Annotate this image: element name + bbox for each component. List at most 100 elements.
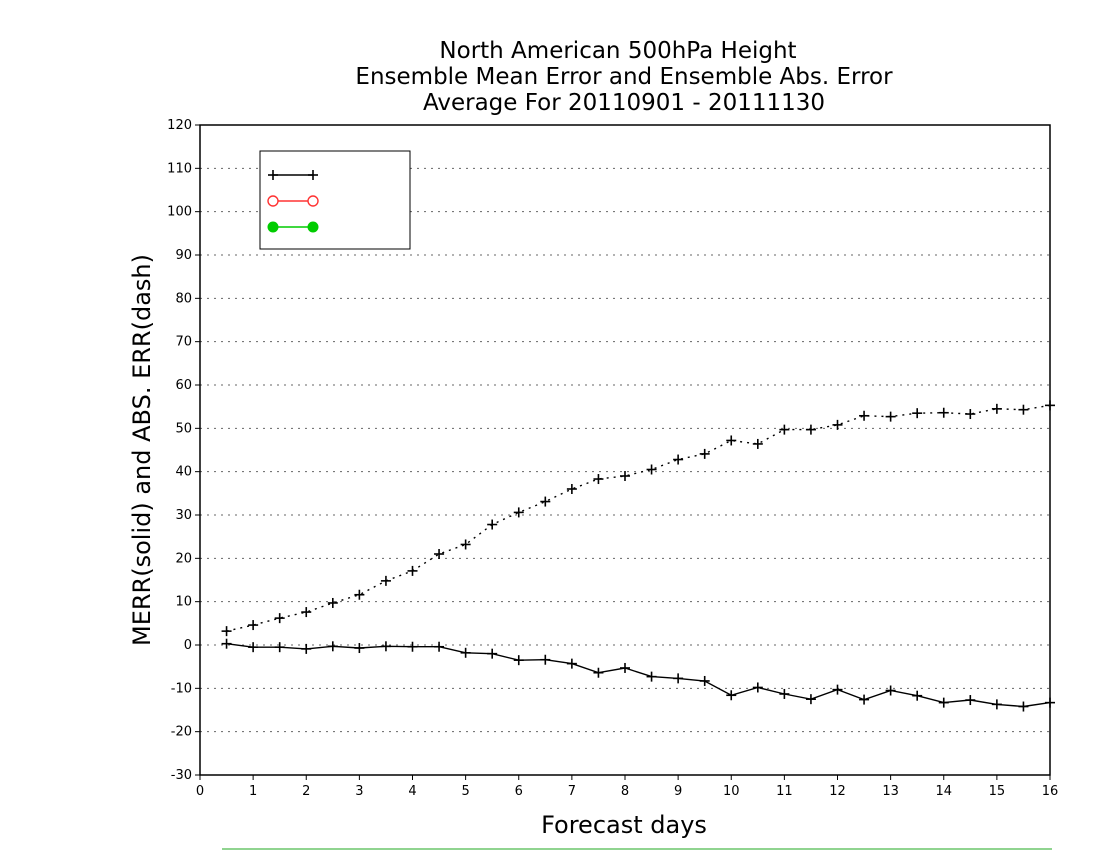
x-tick-label: 5 [461,784,469,799]
data-point-marker [1045,697,1055,708]
x-axis-title: Forecast days [541,811,707,839]
data-point-marker [460,539,471,550]
x-tick-label: 1 [249,784,257,799]
y-tick-label: 110 [167,161,192,176]
data-point-marker [221,626,232,637]
grid [200,167,1050,733]
y-tick-label: 10 [175,595,192,610]
legend-marker [307,221,319,233]
y-tick-label: 40 [175,465,192,480]
y-tick-label: 20 [175,551,192,566]
x-tick-label: 14 [935,784,952,799]
x-tick-label: 2 [302,784,310,799]
data-point-marker [752,682,763,693]
data-point-marker [301,643,312,654]
data-point-marker [566,484,577,494]
y-axis-title: MERR(solid) and ABS. ERR(dash) [128,254,156,646]
data-point-marker [1045,400,1055,411]
y-tick-label: 50 [175,421,192,436]
data-point-marker [752,438,763,449]
y-tick-label: 80 [175,291,192,306]
y-tick-label: 30 [175,508,192,523]
chart-title: North American 500hPa Height Ensemble Me… [355,38,893,116]
data-point-marker [513,507,524,518]
data-point-marker [274,642,285,653]
x-tick-label: 10 [723,784,740,799]
legend-marker [307,195,319,207]
x-tick-label: 3 [355,784,363,799]
data-point-marker [513,655,524,666]
data-point-marker [593,667,604,678]
y-tick-label: 90 [175,248,192,263]
series-1-line [226,643,1051,708]
data-point-marker [912,408,923,419]
series [221,400,1055,712]
data-point-marker [726,435,737,446]
x-tick-label: 6 [515,784,523,799]
data-point-marker [593,474,604,485]
data-point-marker [965,409,976,420]
data-point-marker [327,597,338,608]
data-point-marker [699,448,710,459]
data-point-marker [965,695,976,706]
data-point-marker [407,641,418,652]
y-tick-label: -30 [171,768,192,783]
data-point-marker [805,694,816,705]
data-point-marker [380,575,391,586]
data-point-marker [487,519,498,530]
data-point-marker [726,690,737,701]
legend-marker [267,221,279,233]
x-tick-label: 13 [882,784,899,799]
data-point-marker [1018,701,1029,712]
data-point-marker [354,589,365,600]
x-tick-label: 8 [621,784,629,799]
x-tick-label: 16 [1042,784,1059,799]
y-tick-label: 60 [175,378,192,393]
data-point-marker [434,549,445,559]
data-point-marker [859,410,870,421]
x-tick-label: 15 [989,784,1006,799]
data-point-marker [832,419,843,430]
data-point-marker [938,407,949,418]
title-line-3: Average For 20110901 - 20111130 [423,90,825,116]
data-point-marker [646,671,657,682]
y-tick-label: 70 [175,335,192,350]
data-point-marker [460,647,471,658]
legend [259,150,411,250]
data-point-marker [673,673,684,684]
data-point-marker [646,464,657,475]
data-point-marker [327,641,338,652]
data-point-marker [779,424,790,435]
data-point-marker [407,565,418,576]
data-point-marker [991,699,1002,710]
data-point-marker [248,620,259,631]
data-point-marker [699,675,710,686]
data-point-marker [805,424,816,435]
data-point-marker [221,638,232,649]
data-point-marker [620,662,630,673]
data-point-marker [540,496,551,507]
legend-box [259,150,411,250]
data-point-marker [620,471,630,481]
y-tick-label: 100 [167,205,192,220]
y-tick-label: -10 [171,681,192,696]
data-point-marker [274,613,285,624]
data-point-marker [912,690,923,701]
data-point-marker [673,454,684,465]
data-point-marker [859,694,870,705]
data-point-marker [779,688,790,699]
data-point-marker [301,607,312,618]
data-point-marker [566,658,577,669]
x-tick-label: 9 [674,784,682,799]
x-tick-label: 7 [568,784,576,799]
y-tick-label: 120 [167,118,192,133]
legend-marker [267,195,279,207]
y-tick-label: 0 [184,638,192,653]
x-tick-label: 12 [829,784,846,799]
x-tick-label: 11 [776,784,793,799]
data-point-marker [248,642,259,653]
x-tick-label: 0 [196,784,204,799]
data-point-marker [380,641,391,652]
